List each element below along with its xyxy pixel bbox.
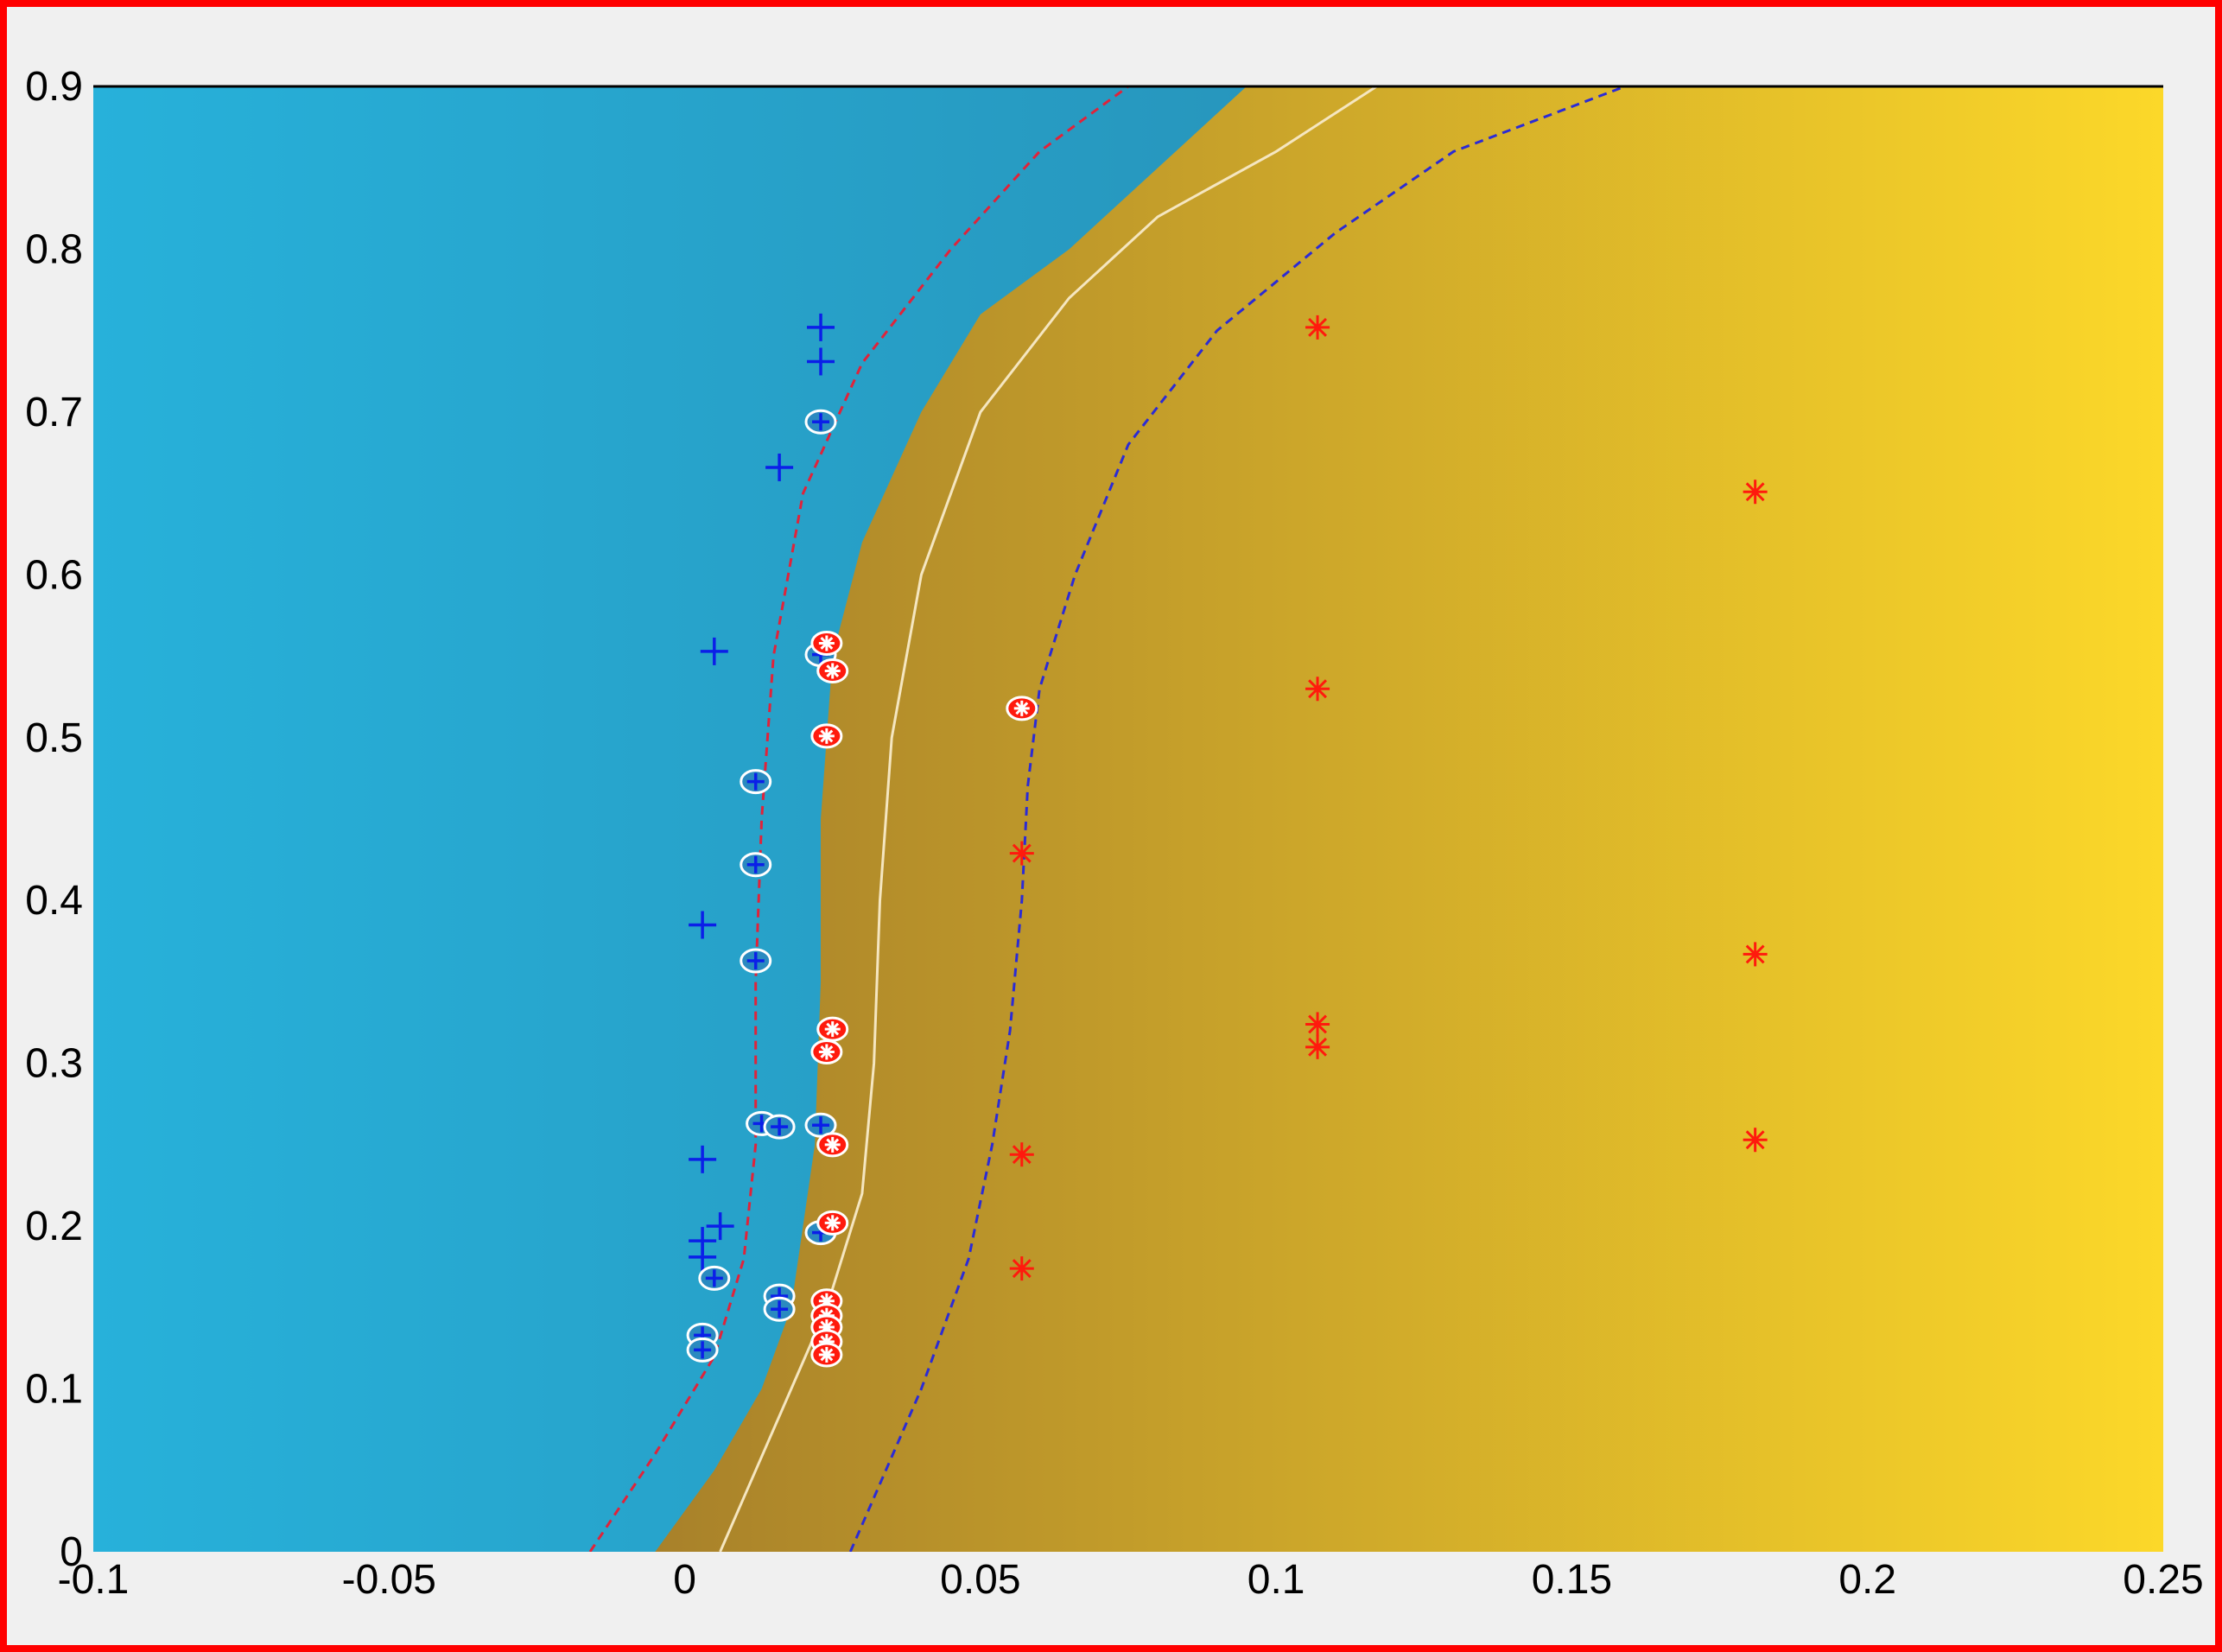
red-star-point bbox=[1009, 1256, 1034, 1281]
red-star-point bbox=[810, 630, 843, 656]
blue-plus-point bbox=[740, 769, 772, 795]
y-tick-label: 0.3 bbox=[25, 1041, 83, 1087]
red-star-point bbox=[1305, 1034, 1330, 1059]
positive-margin-line bbox=[848, 86, 1626, 1552]
blue-plus-point bbox=[763, 1296, 796, 1322]
red-star-point bbox=[810, 723, 843, 749]
blue-plus-point bbox=[740, 948, 772, 974]
plot-area bbox=[93, 86, 2163, 1552]
red-star-point bbox=[1009, 1142, 1034, 1167]
red-star-point bbox=[1743, 942, 1768, 967]
positive-region bbox=[655, 86, 2163, 1552]
y-axis-ticks: 0 0.1 0.2 0.3 0.4 0.5 0.6 0.7 0.8 0.9 bbox=[25, 64, 83, 1575]
blue-plus-point bbox=[698, 1265, 731, 1291]
x-tick-label: 0.1 bbox=[1247, 1557, 1305, 1603]
red-star-point bbox=[1743, 1128, 1768, 1153]
x-tick-label: 0.25 bbox=[2123, 1557, 2203, 1603]
x-tick-label: -0.05 bbox=[342, 1557, 436, 1603]
y-tick-label: 0.9 bbox=[25, 64, 83, 110]
x-axis-ticks: -0.1 -0.05 0 0.05 0.1 0.15 0.2 0.25 bbox=[58, 1557, 2204, 1603]
red-star-point bbox=[810, 1342, 843, 1368]
y-tick-label: 0.4 bbox=[25, 878, 83, 924]
blue-plus-point bbox=[689, 1145, 717, 1173]
red-star-point bbox=[1009, 841, 1034, 866]
x-tick-label: 0.15 bbox=[1532, 1557, 1612, 1603]
blue-plus-point bbox=[686, 1337, 719, 1363]
blue-plus-point bbox=[763, 1114, 796, 1140]
scatter-chart: -0.1 -0.05 0 0.05 0.1 0.15 0.2 0.25 00.10.20.30… bbox=[25, 64, 2204, 1603]
x-tick-label: -0.1 bbox=[58, 1557, 130, 1603]
blue-plus-point bbox=[804, 409, 837, 435]
red-star-point bbox=[1743, 480, 1768, 505]
blue-plus-point bbox=[689, 911, 717, 939]
y-tick-label: 0.1 bbox=[25, 1367, 83, 1413]
y-tick-label: 0.5 bbox=[25, 715, 83, 761]
y-tick-label: 0.7 bbox=[25, 390, 83, 435]
x-tick-label: 0.05 bbox=[940, 1557, 1020, 1603]
y-tick-label: 0 bbox=[60, 1529, 83, 1575]
blue-plus-point bbox=[706, 1212, 734, 1241]
x-tick-label: 0.2 bbox=[1838, 1557, 1896, 1603]
red-star-point bbox=[1305, 1012, 1330, 1037]
y-tick-label: 0.8 bbox=[25, 226, 83, 272]
blue-plus-point bbox=[807, 347, 835, 376]
red-star-point bbox=[816, 1210, 849, 1236]
red-star-point bbox=[1305, 677, 1330, 702]
blue-plus-point bbox=[765, 453, 794, 481]
red-star-point bbox=[816, 658, 849, 684]
blue-plus-point bbox=[700, 637, 728, 665]
y-tick-label: 0.6 bbox=[25, 552, 83, 598]
y-tick-label: 0.2 bbox=[25, 1204, 83, 1249]
red-star-point bbox=[1006, 696, 1038, 721]
blue-plus-point bbox=[689, 1242, 717, 1271]
blue-plus-point bbox=[807, 313, 835, 341]
decision-boundary-line bbox=[719, 86, 1378, 1552]
red-star-point bbox=[1305, 315, 1330, 340]
x-tick-label: 0 bbox=[673, 1557, 696, 1603]
blue-plus-point bbox=[740, 852, 772, 878]
red-star-point bbox=[816, 1016, 849, 1042]
red-star-point bbox=[810, 1039, 843, 1064]
red-star-point bbox=[816, 1132, 849, 1158]
